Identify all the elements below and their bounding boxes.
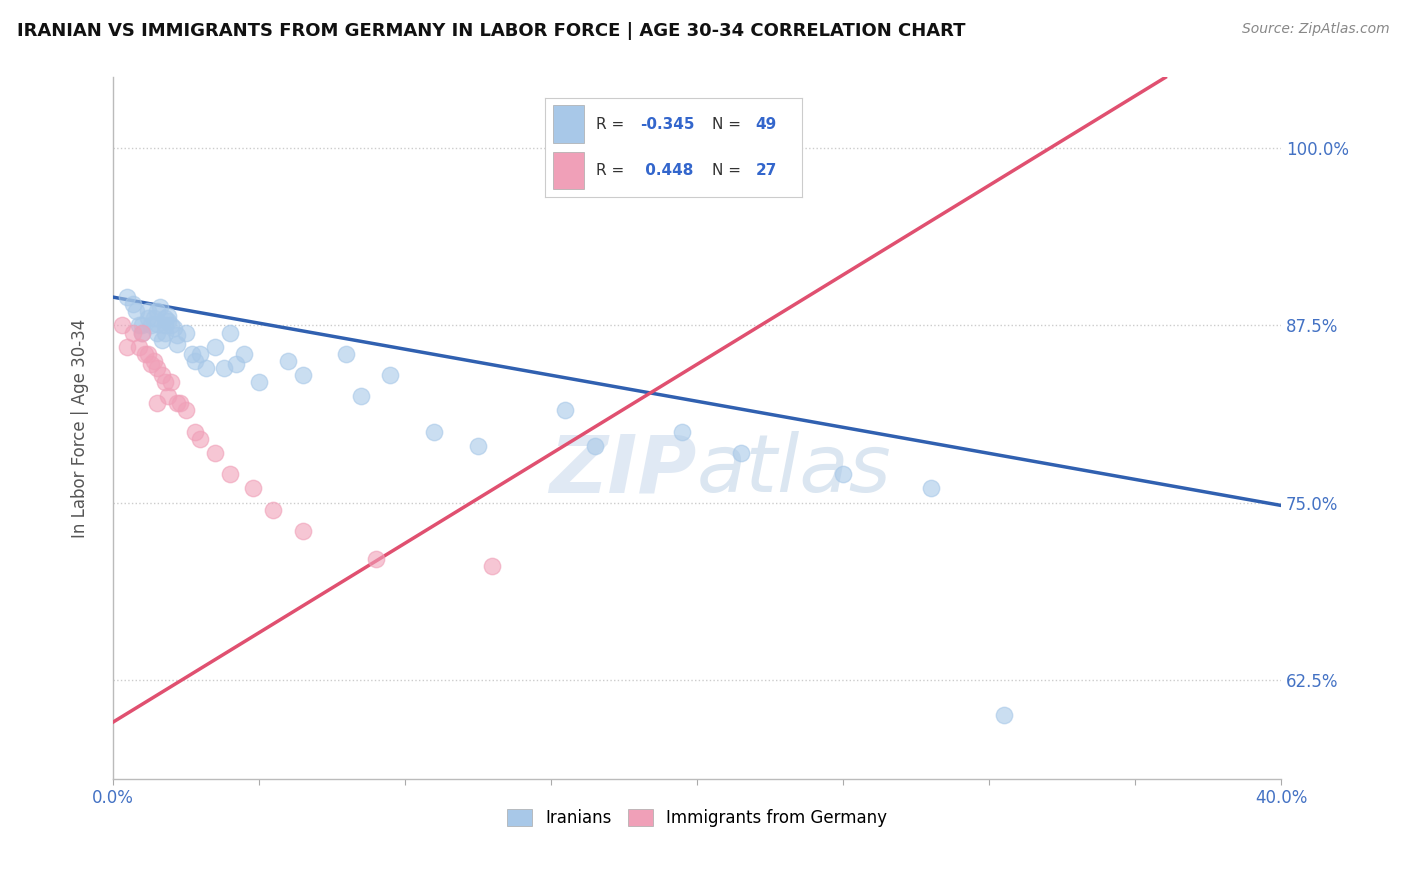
Point: [139, 357, 162, 371]
Point: [218, 326, 240, 340]
Point: [131, 326, 153, 340]
Point: [134, 347, 156, 361]
Point: [291, 524, 314, 538]
Point: [139, 318, 162, 333]
Point: [364, 552, 387, 566]
Point: [166, 396, 188, 410]
Point: [233, 347, 256, 361]
Point: [122, 326, 145, 340]
Point: [730, 446, 752, 460]
Point: [160, 318, 183, 333]
Point: [145, 304, 167, 318]
Point: [218, 467, 240, 482]
Point: [110, 318, 132, 333]
Point: [166, 328, 188, 343]
Point: [148, 300, 170, 314]
Point: [160, 375, 183, 389]
Point: [554, 403, 576, 417]
Point: [117, 290, 139, 304]
Point: [204, 340, 226, 354]
Point: [155, 318, 177, 333]
Point: [291, 368, 314, 382]
Point: [128, 340, 150, 354]
Point: [380, 368, 402, 382]
Point: [335, 347, 357, 361]
Text: Source: ZipAtlas.com: Source: ZipAtlas.com: [1241, 22, 1389, 37]
Point: [145, 317, 167, 331]
Point: [195, 361, 218, 376]
Point: [163, 321, 186, 335]
Point: [832, 467, 855, 482]
Point: [145, 361, 167, 376]
Point: [467, 439, 489, 453]
Point: [224, 357, 246, 371]
Point: [155, 326, 177, 340]
Y-axis label: In Labor Force | Age 30-34: In Labor Force | Age 30-34: [72, 318, 89, 538]
Point: [174, 403, 197, 417]
Point: [145, 396, 167, 410]
Point: [183, 425, 205, 439]
Point: [155, 375, 177, 389]
Point: [277, 354, 299, 368]
Point: [350, 389, 373, 403]
Point: [125, 304, 148, 318]
Point: [145, 326, 167, 340]
Point: [155, 311, 177, 326]
Point: [204, 446, 226, 460]
Point: [142, 354, 165, 368]
Point: [117, 340, 139, 354]
Point: [131, 326, 153, 340]
Point: [152, 368, 174, 382]
Point: [993, 708, 1015, 723]
Point: [242, 482, 264, 496]
Point: [157, 389, 180, 403]
Text: IRANIAN VS IMMIGRANTS FROM GERMANY IN LABOR FORCE | AGE 30-34 CORRELATION CHART: IRANIAN VS IMMIGRANTS FROM GERMANY IN LA…: [17, 22, 966, 40]
Point: [136, 311, 159, 326]
Point: [920, 482, 942, 496]
Point: [583, 439, 606, 453]
Point: [481, 559, 503, 574]
Point: [152, 333, 174, 347]
Point: [136, 304, 159, 318]
Point: [190, 347, 212, 361]
Point: [174, 326, 197, 340]
Point: [122, 297, 145, 311]
Point: [247, 375, 270, 389]
Point: [262, 502, 284, 516]
Text: ZIP: ZIP: [550, 431, 697, 509]
Point: [423, 425, 446, 439]
Legend: Iranians, Immigrants from Germany: Iranians, Immigrants from Germany: [501, 802, 894, 834]
Point: [166, 336, 188, 351]
Point: [212, 361, 235, 376]
Point: [190, 432, 212, 446]
Point: [142, 311, 165, 326]
Point: [136, 347, 159, 361]
Point: [128, 318, 150, 333]
Point: [671, 425, 693, 439]
Text: atlas: atlas: [697, 431, 891, 509]
Point: [183, 354, 205, 368]
Point: [157, 314, 180, 328]
Point: [180, 347, 202, 361]
Point: [169, 396, 191, 410]
Point: [157, 309, 180, 323]
Point: [131, 318, 153, 333]
